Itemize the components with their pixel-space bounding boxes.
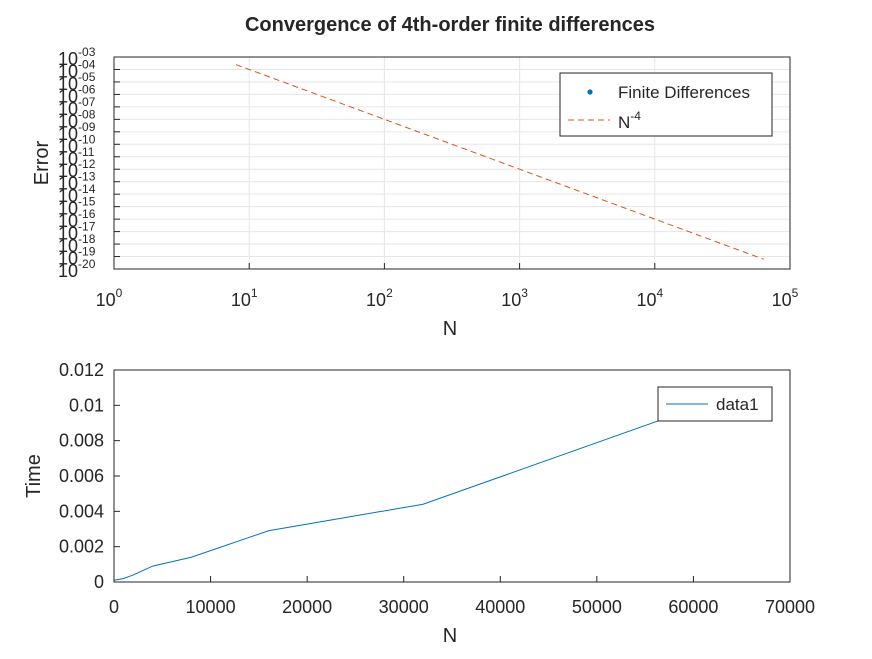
y-tick-label: 10-15 <box>58 195 96 219</box>
legend-label-finite-differences: Finite Differences <box>618 83 750 102</box>
x-tick-label: 100 <box>96 286 123 310</box>
x-tick-label: 10000 <box>186 597 236 617</box>
y-tick-label: 10-11 <box>58 145 95 169</box>
legend-box <box>559 72 773 137</box>
x-axis-label: N <box>443 318 457 340</box>
y-axis-label: Time <box>23 454 45 498</box>
y-tick-label: 10-07 <box>58 95 96 119</box>
legend-label-n-power: N-4 <box>618 109 641 132</box>
x-tick-label: 70000 <box>765 597 815 617</box>
y-tick-label: 0.004 <box>59 501 104 521</box>
series-group <box>235 64 764 260</box>
legend[interactable]: data1 <box>657 386 773 422</box>
y-tick-label: 10-17 <box>58 220 96 244</box>
x-tick-label: 50000 <box>572 597 622 617</box>
y-tick-label: 0.01 <box>69 395 104 415</box>
y-tick-label: 10-16 <box>58 207 96 231</box>
x-axis-ticks: 0 10000 20000 30000 40000 50000 60000 70000 <box>109 576 815 617</box>
y-tick-label: 10-05 <box>58 70 96 94</box>
y-tick-label: 0.012 <box>59 360 104 380</box>
x-tick-label: 105 <box>772 286 799 310</box>
x-tick-label: 102 <box>366 286 393 310</box>
x-tick-label: 104 <box>636 286 663 310</box>
x-axis-label: N <box>443 625 457 647</box>
y-tick-label: 10-18 <box>58 232 96 256</box>
y-tick-label: 10-14 <box>58 182 96 206</box>
y-tick-label: 10-10 <box>58 132 96 156</box>
x-tick-label: 103 <box>501 286 528 310</box>
y-tick-label: 0.006 <box>59 466 104 486</box>
y-tick-label: 0 <box>94 572 104 592</box>
y-tick-label: 10-09 <box>58 120 96 144</box>
x-axis-ticks: 100 101 102 103 104 105 <box>96 263 799 310</box>
series-group <box>113 394 733 581</box>
legend-label-data1: data1 <box>716 395 759 414</box>
x-tick-label: 101 <box>231 286 258 310</box>
y-tick-label: 10-19 <box>58 245 96 269</box>
y-tick-label: 10-06 <box>58 82 96 106</box>
legend[interactable]: Finite Differences N-4 <box>559 72 773 137</box>
y-tick-label: 10-08 <box>58 107 96 131</box>
y-tick-label: 10-20 <box>58 257 96 281</box>
y-tick-label: 10-12 <box>58 157 96 181</box>
y-tick-label: 0.002 <box>59 537 104 557</box>
timing-plot: 0 10000 20000 30000 40000 50000 60000 70000 0 0.… <box>23 360 815 647</box>
x-tick-label: 30000 <box>379 597 429 617</box>
series-line-data1 <box>113 394 733 581</box>
y-tick-label: 0.008 <box>59 431 104 451</box>
y-tick-label: 10-03 <box>58 45 96 69</box>
y-tick-label: 10-13 <box>58 170 96 194</box>
convergence-plot: Convergence of 4th-order finite differen… <box>31 14 799 340</box>
series-line-n-power <box>235 64 764 260</box>
y-axis-label: Error <box>31 140 53 185</box>
legend-marker-finite-differences <box>587 89 593 95</box>
chart-title: Convergence of 4th-order finite differen… <box>245 14 655 36</box>
x-tick-label: 20000 <box>282 597 332 617</box>
x-tick-label: 40000 <box>475 597 525 617</box>
y-axis-ticks: 0 0.002 0.004 0.006 0.008 0.01 0.012 <box>59 360 120 592</box>
y-tick-label: 10-04 <box>58 57 96 81</box>
legend-label-exponent: -4 <box>630 109 641 123</box>
axes-box <box>113 56 791 270</box>
y-axis-ticks: 10-0310-0410-0510-0610-0710-0810-0910-10… <box>58 45 120 281</box>
x-tick-label: 0 <box>109 597 119 617</box>
x-tick-label: 60000 <box>668 597 718 617</box>
